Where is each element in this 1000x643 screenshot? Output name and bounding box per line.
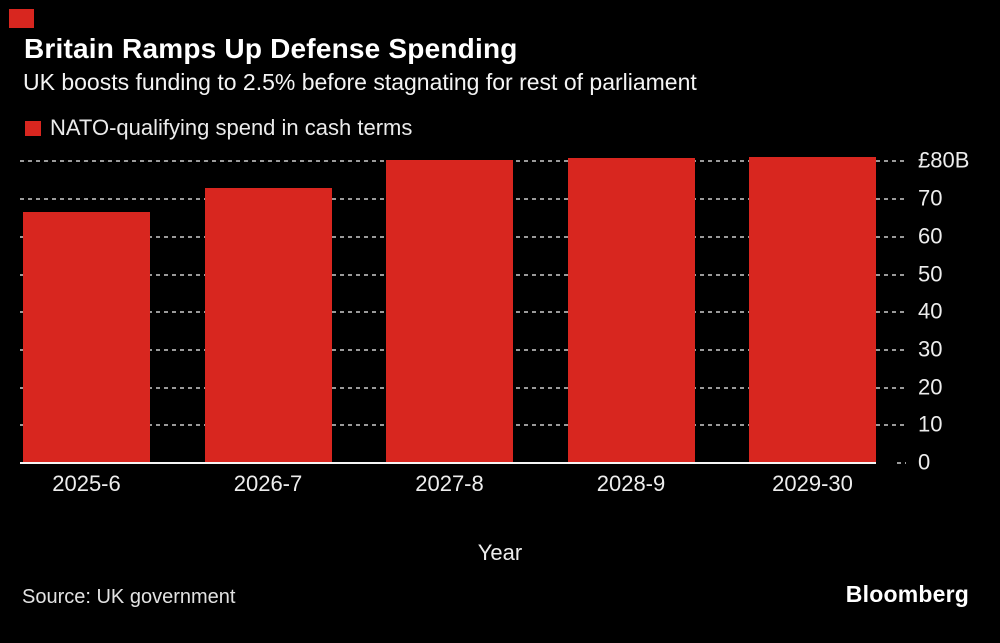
bar-2027-8: [386, 160, 513, 462]
bloomberg-logo: Bloomberg: [845, 581, 969, 607]
x-axis-line: [20, 462, 876, 464]
y-tick-label-40: 40: [918, 298, 943, 324]
x-tick-label-2025-6: 2025-6: [52, 471, 121, 496]
y-tick-label-70: 70: [918, 185, 943, 211]
bar-2029-30: [749, 156, 876, 462]
x-tick-label-2028-9: 2028-9: [596, 471, 666, 496]
legend-label: NATO-qualifying spend in cash terms: [50, 115, 413, 140]
y-tick-label-80: £80B: [918, 147, 970, 173]
chart-title: Britain Ramps Up Defense Spending: [24, 33, 518, 64]
legend: NATO-qualifying spend in cash terms: [25, 115, 412, 141]
y-tick-label-30: 30: [918, 336, 943, 362]
bar-2028-9: [567, 158, 695, 462]
y-tick-label-10: 10: [918, 411, 943, 437]
y-tick-label-0: 0: [918, 449, 931, 475]
y-tick-label-60: 60: [918, 223, 943, 249]
bar-2025-6: [23, 212, 150, 462]
source-note: Source: UK government: [22, 586, 236, 608]
y-tick-label-20: 20: [918, 374, 943, 400]
x-tick-label-2026-7: 2026-7: [233, 471, 303, 496]
bloomberg-red-square-mark: [9, 9, 34, 28]
bar-2026-7: [204, 187, 332, 462]
x-axis-title: Year: [477, 540, 523, 565]
legend-swatch-icon: [25, 120, 41, 136]
chart-subtitle: UK boosts funding to 2.5% before stagnat…: [23, 69, 697, 95]
x-tick-label-2027-8: 2027-8: [415, 471, 484, 496]
x-tick-label-2029-30: 2029-30: [772, 471, 853, 496]
y-tick-label-50: 50: [918, 260, 943, 286]
zero-tick: [897, 462, 906, 464]
